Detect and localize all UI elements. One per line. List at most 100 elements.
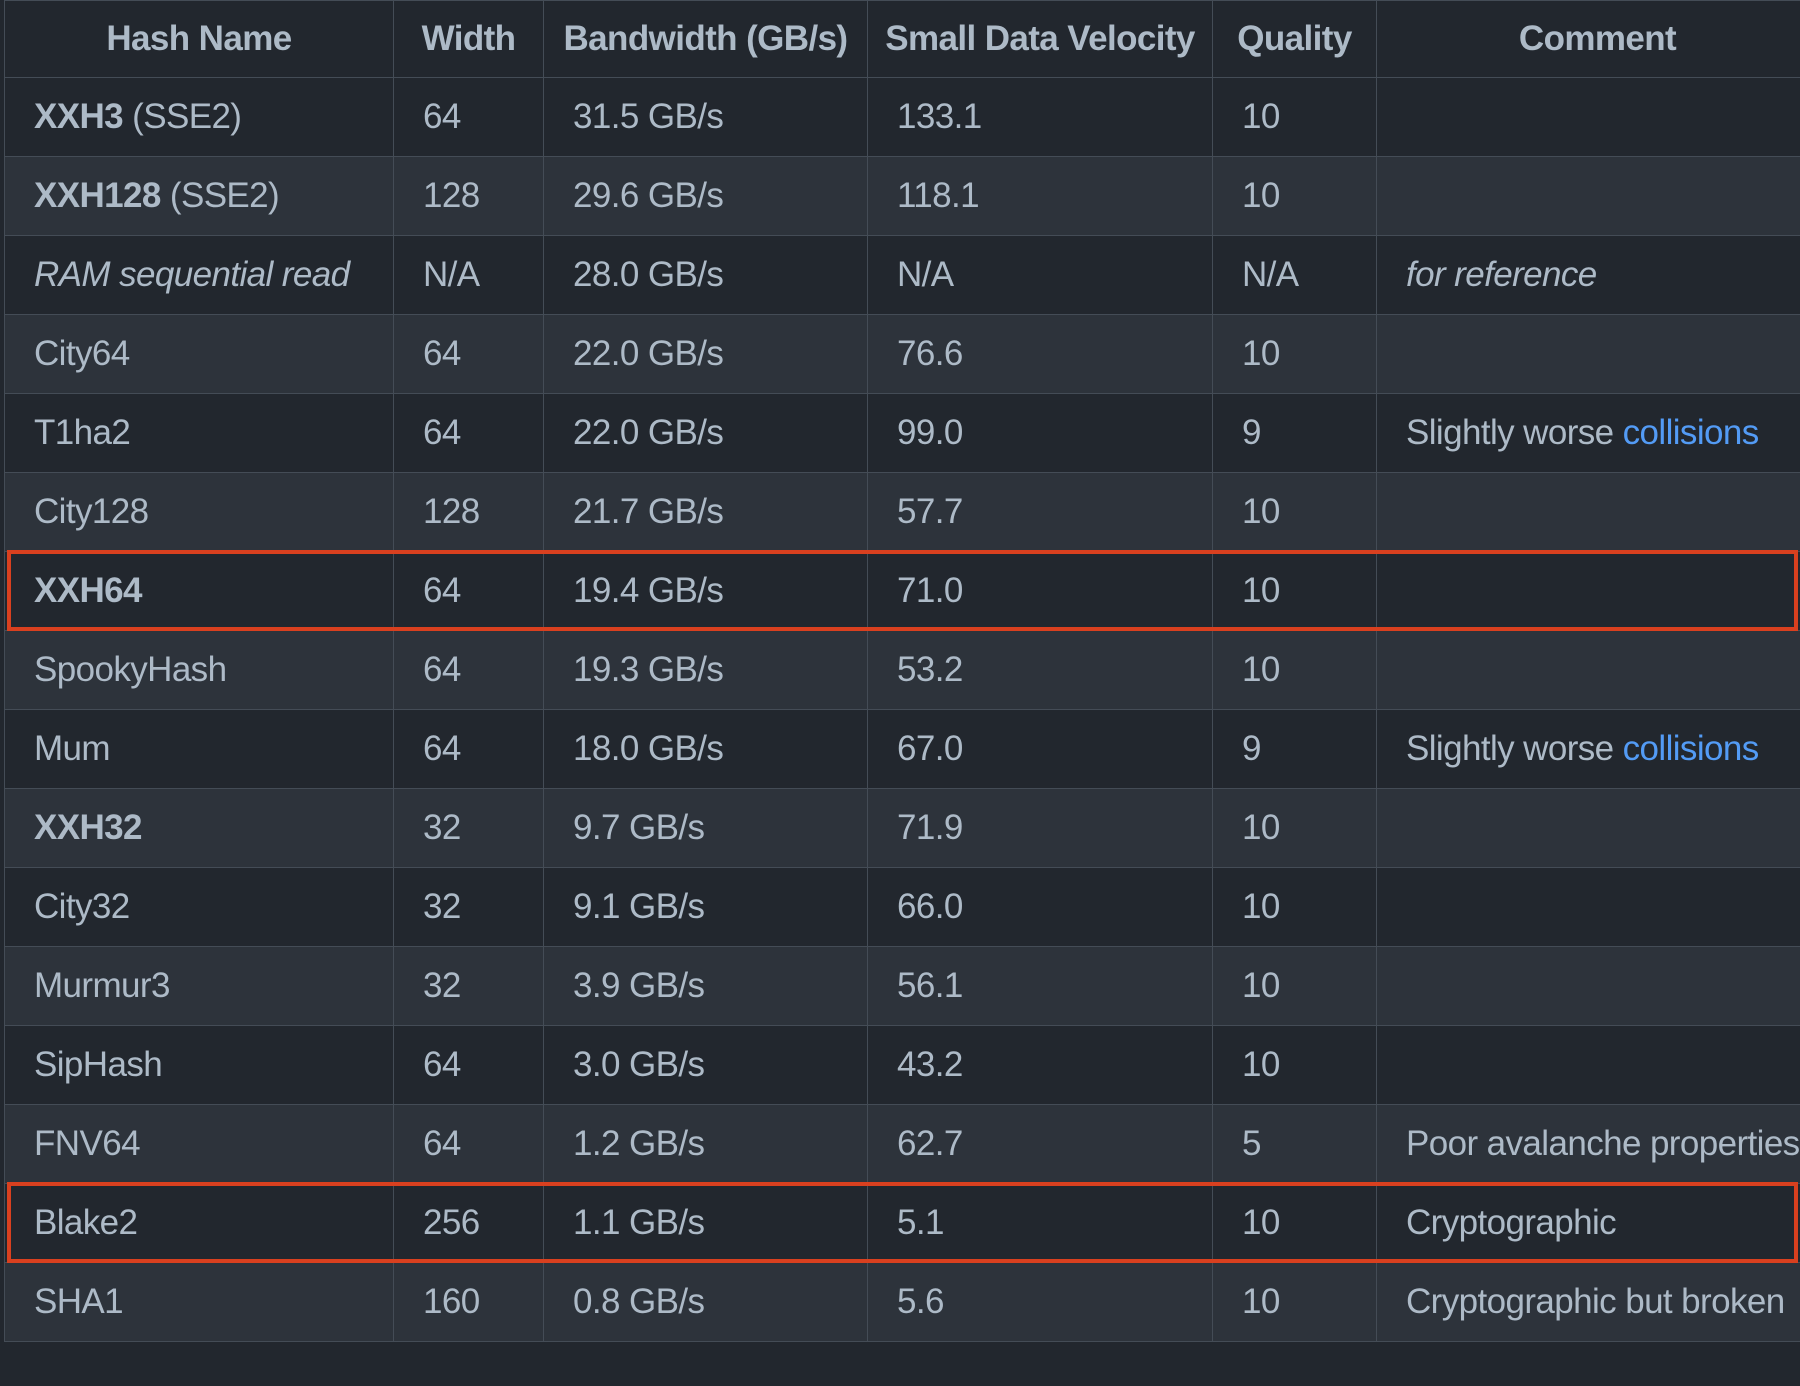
cell-hash-name: SpookyHash [4, 630, 394, 710]
header-quality: Quality [1212, 0, 1377, 78]
cell-width: 32 [393, 788, 544, 868]
cell-width: 64 [393, 1025, 544, 1105]
cell-bandwidth: 31.5 GB/s [543, 77, 868, 157]
cell-bandwidth: 28.0 GB/s [543, 235, 868, 315]
cell-bandwidth: 18.0 GB/s [543, 709, 868, 789]
cell-quality: 10 [1212, 77, 1377, 157]
header-bandwidth: Bandwidth (GB/s) [543, 0, 868, 78]
cell-small-data-velocity: 56.1 [867, 946, 1213, 1026]
cell-width: 32 [393, 867, 544, 947]
cell-small-data-velocity: 71.9 [867, 788, 1213, 868]
cell-small-data-velocity: 66.0 [867, 867, 1213, 947]
cell-hash-name: XXH32 [4, 788, 394, 868]
cell-hash-name: Blake2 [4, 1183, 394, 1263]
cell-quality: 10 [1212, 551, 1377, 631]
cell-quality: 10 [1212, 1025, 1377, 1105]
comment-text: Cryptographic [1406, 1203, 1617, 1242]
cell-bandwidth: 29.6 GB/s [543, 156, 868, 236]
table-row: SpookyHash 64 19.3 GB/s 53.2 10 [4, 630, 1800, 710]
comment-text: Slightly worse [1406, 729, 1623, 768]
cell-small-data-velocity: 99.0 [867, 393, 1213, 473]
cell-small-data-velocity: 5.6 [867, 1262, 1213, 1342]
cell-width: 64 [393, 551, 544, 631]
collisions-link[interactable]: collisions [1622, 729, 1760, 768]
cell-bandwidth: 22.0 GB/s [543, 393, 868, 473]
comment-text: Poor avalanche properties [1406, 1124, 1800, 1163]
cell-bandwidth: 3.0 GB/s [543, 1025, 868, 1105]
table-row: City128 128 21.7 GB/s 57.7 10 [4, 472, 1800, 552]
table-row: RAM sequential read N/A 28.0 GB/s N/A N/A for… [4, 235, 1800, 315]
table-row: XXH128 (SSE2) 128 29.6 GB/s 118.1 10 [4, 156, 1800, 236]
hash-name-text: City32 [34, 887, 130, 926]
cell-bandwidth: 21.7 GB/s [543, 472, 868, 552]
cell-quality: 10 [1212, 867, 1377, 947]
cell-width: 256 [393, 1183, 544, 1263]
cell-bandwidth: 9.1 GB/s [543, 867, 868, 947]
cell-quality: 10 [1212, 314, 1377, 394]
cell-quality: 9 [1212, 709, 1377, 789]
table-row: SHA1 160 0.8 GB/s 5.6 10 Cryptographic but br… [4, 1262, 1800, 1342]
cell-small-data-velocity: 62.7 [867, 1104, 1213, 1184]
hash-name-text: SipHash [34, 1045, 163, 1084]
cell-small-data-velocity: 5.1 [867, 1183, 1213, 1263]
cell-bandwidth: 0.8 GB/s [543, 1262, 868, 1342]
cell-small-data-velocity: 71.0 [867, 551, 1213, 631]
cell-width: 64 [393, 314, 544, 394]
cell-comment: Cryptographic [1376, 1183, 1800, 1263]
comment-text: Cryptographic but broken [1406, 1282, 1785, 1321]
table-row: FNV64 64 1.2 GB/s 62.7 5 Poor avalanche prope… [4, 1104, 1800, 1184]
cell-comment [1376, 630, 1800, 710]
cell-small-data-velocity: 133.1 [867, 77, 1213, 157]
table-row: XXH64 64 19.4 GB/s 71.0 10 [4, 551, 1800, 631]
cell-small-data-velocity: 118.1 [867, 156, 1213, 236]
table-row: Murmur3 32 3.9 GB/s 56.1 10 [4, 946, 1800, 1026]
table-row: Blake2 256 1.1 GB/s 5.1 10 Cryptographic [4, 1183, 1800, 1263]
cell-hash-name: SHA1 [4, 1262, 394, 1342]
cell-width: 128 [393, 156, 544, 236]
cell-small-data-velocity: 57.7 [867, 472, 1213, 552]
cell-comment [1376, 472, 1800, 552]
cell-hash-name: RAM sequential read [4, 235, 394, 315]
cell-bandwidth: 22.0 GB/s [543, 314, 868, 394]
table-row: XXH32 32 9.7 GB/s 71.9 10 [4, 788, 1800, 868]
cell-comment: for reference [1376, 235, 1800, 315]
table-row: T1ha2 64 22.0 GB/s 99.0 9 Slightly worse coll… [4, 393, 1800, 473]
cell-hash-name: SipHash [4, 1025, 394, 1105]
hash-name-text: XXH3 [34, 97, 124, 136]
cell-small-data-velocity: 67.0 [867, 709, 1213, 789]
cell-hash-name: XXH64 [4, 551, 394, 631]
cell-hash-name: City32 [4, 867, 394, 947]
cell-hash-name: City128 [4, 472, 394, 552]
cell-quality: 10 [1212, 156, 1377, 236]
cell-width: 64 [393, 393, 544, 473]
cell-bandwidth: 3.9 GB/s [543, 946, 868, 1026]
cell-quality: 10 [1212, 788, 1377, 868]
cell-hash-name: XXH3 (SSE2) [4, 77, 394, 157]
cell-comment: Slightly worse collisions [1376, 393, 1800, 473]
header-hash-name: Hash Name [4, 0, 394, 78]
cell-bandwidth: 19.3 GB/s [543, 630, 868, 710]
cell-small-data-velocity: 53.2 [867, 630, 1213, 710]
table-body: XXH3 (SSE2) 64 31.5 GB/s 133.1 10 XXH128 (SSE… [4, 77, 1800, 1342]
cell-comment [1376, 551, 1800, 631]
hash-benchmark-table-container: Hash Name Width Bandwidth (GB/s) Small D… [4, 0, 1800, 1386]
collisions-link[interactable]: collisions [1622, 413, 1760, 452]
hash-name-text: FNV64 [34, 1124, 141, 1163]
cell-small-data-velocity: 43.2 [867, 1025, 1213, 1105]
hash-name-text: Mum [34, 729, 111, 768]
hash-name-text: City128 [34, 492, 149, 531]
header-row: Hash Name Width Bandwidth (GB/s) Small D… [4, 0, 1800, 78]
cell-quality: 10 [1212, 1183, 1377, 1263]
cell-hash-name: Mum [4, 709, 394, 789]
cell-width: 64 [393, 709, 544, 789]
table-header: Hash Name Width Bandwidth (GB/s) Small D… [4, 0, 1800, 78]
cell-comment [1376, 867, 1800, 947]
cell-hash-name: Murmur3 [4, 946, 394, 1026]
hash-name-text: XXH64 [34, 571, 143, 610]
hash-name-text: T1ha2 [34, 413, 131, 452]
cell-comment: Poor avalanche properties [1376, 1104, 1800, 1184]
comment-text: for reference [1406, 255, 1597, 294]
cell-quality: 10 [1212, 472, 1377, 552]
hash-name-text: SHA1 [34, 1282, 124, 1321]
cell-width: 160 [393, 1262, 544, 1342]
